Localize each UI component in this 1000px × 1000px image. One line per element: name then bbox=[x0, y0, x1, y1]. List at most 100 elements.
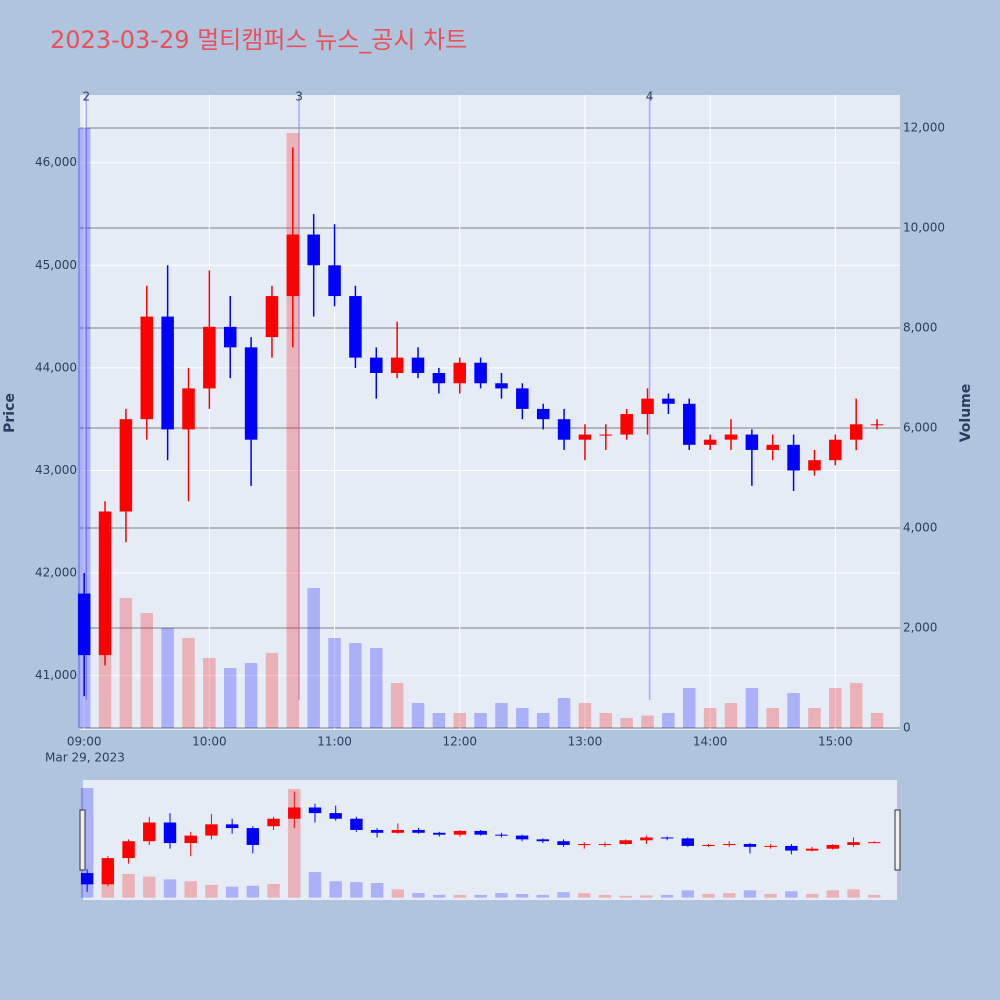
candle-body bbox=[98, 511, 112, 656]
volume-bar bbox=[745, 688, 759, 728]
mini-volume-bar bbox=[122, 873, 135, 898]
mini-candle-body bbox=[122, 841, 135, 859]
y2-tick-label: 6,000 bbox=[903, 421, 937, 435]
mini-candle-body bbox=[329, 813, 342, 819]
candle-body bbox=[140, 316, 154, 420]
candle-body bbox=[745, 434, 759, 450]
mini-volume-bar bbox=[329, 881, 342, 898]
mini-volume-bar bbox=[246, 885, 260, 898]
volume-bar bbox=[829, 688, 842, 728]
y2-tick-label: 2,000 bbox=[903, 621, 937, 635]
annotation-text: 2 bbox=[82, 90, 90, 104]
volume-bar bbox=[849, 683, 863, 728]
mini-candle-body bbox=[557, 841, 570, 845]
mini-volume-bar bbox=[495, 893, 508, 898]
volume-bar bbox=[390, 683, 404, 728]
candle-body bbox=[578, 434, 592, 440]
mini-candle-body bbox=[640, 837, 653, 841]
mini-candle-body bbox=[805, 848, 819, 851]
y2-tick-label: 0 bbox=[903, 721, 911, 735]
volume-bar bbox=[432, 713, 446, 728]
candle-body bbox=[703, 439, 717, 445]
mini-volume-bar bbox=[308, 872, 322, 898]
candle-body bbox=[265, 296, 279, 338]
candle-body bbox=[286, 234, 300, 297]
mini-candle-body bbox=[370, 829, 384, 833]
volume-bar bbox=[620, 718, 633, 728]
x-tick-label: 14:00 bbox=[693, 735, 728, 749]
mini-volume-bar bbox=[412, 893, 425, 898]
mini-candle-body bbox=[412, 829, 425, 833]
candle-body bbox=[370, 357, 383, 374]
mini-volume-bar bbox=[225, 886, 239, 898]
mini-candle-body bbox=[702, 844, 715, 846]
y-tick-label: 45,000 bbox=[35, 258, 77, 272]
volume-bar bbox=[370, 648, 383, 728]
x-date-label: Mar 29, 2023 bbox=[45, 751, 125, 765]
candle-body bbox=[620, 414, 633, 435]
mini-candle-body bbox=[246, 828, 260, 845]
candle-body bbox=[787, 444, 800, 471]
x-tick-label: 12:00 bbox=[442, 735, 477, 749]
volume-bar bbox=[703, 708, 717, 728]
candle-body bbox=[724, 434, 738, 440]
mini-volume-bar bbox=[453, 894, 467, 898]
volume-bar bbox=[787, 693, 800, 728]
mini-volume-bar bbox=[370, 883, 384, 898]
mini-volume-bar bbox=[826, 890, 840, 898]
mini-volume-bar bbox=[391, 889, 405, 898]
mini-candle-body bbox=[536, 839, 550, 842]
volume-bar bbox=[599, 713, 613, 728]
mini-candle-body bbox=[267, 818, 280, 827]
volume-bar bbox=[244, 663, 258, 728]
y2-tick-label: 10,000 bbox=[903, 221, 945, 235]
candle-body bbox=[328, 265, 341, 297]
mini-volume-bar bbox=[433, 894, 446, 898]
candle-body bbox=[77, 593, 91, 656]
mini-volume-bar bbox=[578, 893, 591, 898]
y-tick-label: 42,000 bbox=[35, 566, 77, 580]
candle-body bbox=[411, 357, 425, 374]
volume-bar bbox=[223, 668, 237, 728]
x-tick-label: 13:00 bbox=[568, 735, 603, 749]
mini-volume-bar bbox=[805, 893, 819, 898]
candle-body bbox=[536, 408, 550, 420]
volume-bar bbox=[474, 713, 487, 728]
mini-candle-body bbox=[681, 838, 695, 846]
mini-volume-bar bbox=[847, 889, 860, 898]
mini-candle-body bbox=[184, 835, 197, 844]
mini-volume-bar bbox=[640, 895, 653, 898]
range-handle-right[interactable] bbox=[894, 809, 901, 871]
volume-bar bbox=[119, 598, 133, 728]
candle-body bbox=[829, 439, 842, 461]
mini-candle-body bbox=[619, 840, 632, 845]
mini-candle-body bbox=[868, 842, 881, 844]
range-slider[interactable] bbox=[83, 780, 897, 900]
plot-area bbox=[80, 95, 900, 730]
volume-bar bbox=[182, 638, 195, 728]
volume-bar bbox=[328, 638, 341, 728]
y-tick-label: 46,000 bbox=[35, 155, 77, 169]
volume-bar bbox=[536, 713, 550, 728]
y-tick-label: 41,000 bbox=[35, 668, 77, 682]
mini-volume-bar bbox=[205, 884, 218, 898]
mini-candle-body bbox=[660, 837, 674, 839]
candle-body bbox=[766, 444, 779, 450]
candle-body bbox=[474, 362, 487, 384]
mini-candle-body bbox=[474, 830, 487, 835]
candle-body bbox=[808, 460, 821, 471]
mini-candle-body bbox=[225, 824, 239, 829]
volume-bar bbox=[870, 713, 884, 728]
volume-bar bbox=[516, 708, 529, 728]
mini-candle-body bbox=[163, 822, 177, 844]
x-tick-label: 09:00 bbox=[67, 735, 102, 749]
mini-volume-bar bbox=[515, 893, 529, 898]
range-handle-left[interactable] bbox=[79, 809, 86, 871]
mini-candle-body bbox=[847, 842, 860, 845]
volume-bar bbox=[495, 703, 508, 728]
candle-body bbox=[307, 234, 320, 266]
mini-candle-body bbox=[433, 832, 446, 835]
mini-volume-bar bbox=[267, 883, 280, 898]
chart-title: 2023-03-29 멀티캠퍼스 뉴스_공시 차트 bbox=[50, 26, 467, 54]
candle-body bbox=[161, 316, 174, 430]
